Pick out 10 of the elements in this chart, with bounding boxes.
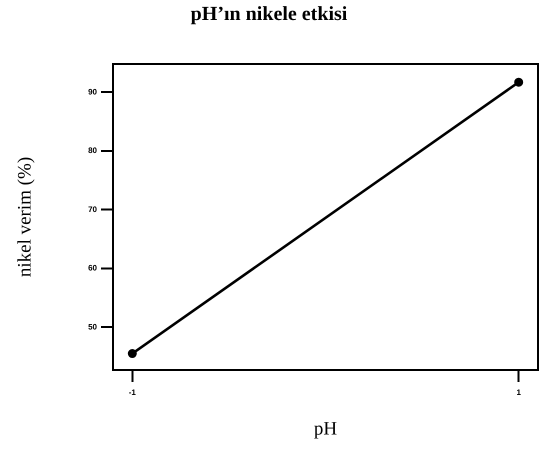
y-tick-label: 60 <box>88 264 98 273</box>
x-axis-title: pH <box>314 418 338 440</box>
y-tick-label: 50 <box>88 322 98 332</box>
y-tick-label: 70 <box>88 204 98 214</box>
x-tick-label: -1 <box>128 388 136 398</box>
x-tick-label: 1 <box>516 388 522 398</box>
y-axis-title: nikel verim (%) <box>14 156 36 278</box>
y-tick-label: 80 <box>88 146 98 156</box>
y-tick-label: 90 <box>88 87 98 96</box>
chart-title: pH’ın nikele etkisi <box>190 3 348 26</box>
